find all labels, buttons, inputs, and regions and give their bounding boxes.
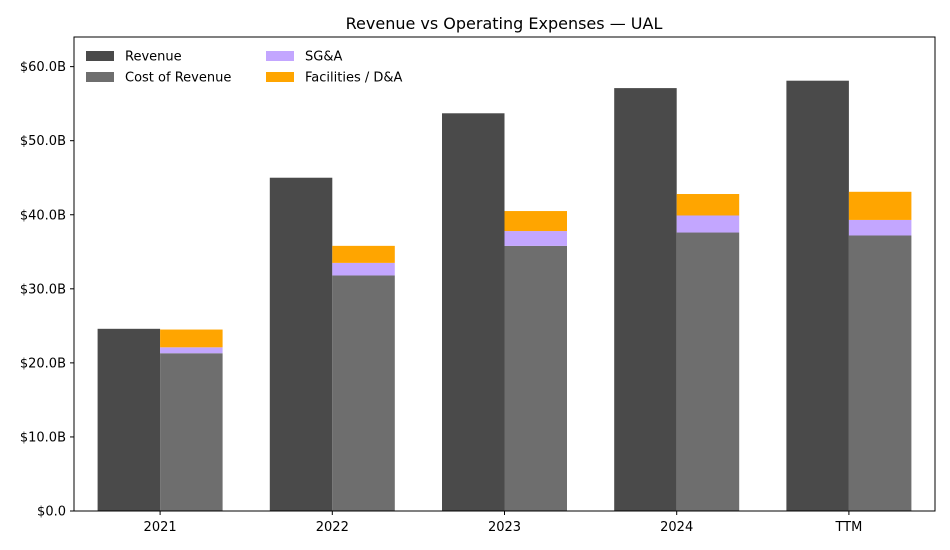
revenue-bar-2023 xyxy=(442,113,505,512)
expense-bar-sga-2021 xyxy=(160,347,223,354)
expense-bar-sga-2023 xyxy=(504,231,567,246)
expense-bar-cost-ttm xyxy=(848,235,912,512)
expense-bar-facilities-2024 xyxy=(676,194,740,216)
legend-swatch xyxy=(266,72,294,82)
legend-label: Revenue xyxy=(125,50,182,65)
revenue-bar-2021 xyxy=(97,328,161,511)
legend-swatch xyxy=(86,72,114,82)
x-tick-label: 2024 xyxy=(660,520,693,535)
axes-layer: $0.0 $10.0B $20.0B $30.0B $40.0B $50.0B $60.0B… xyxy=(20,36,936,535)
y-tick-label: $20.0B xyxy=(20,356,66,371)
x-tick-label: TTM xyxy=(834,520,862,535)
bars-layer xyxy=(97,80,912,512)
y-tick-label: $0.0 xyxy=(37,505,66,520)
expense-bar-sga-2024 xyxy=(676,215,740,233)
y-tick-label: $40.0B xyxy=(20,208,66,223)
expense-bar-facilities-2021 xyxy=(160,329,223,348)
revenue-bar-2022 xyxy=(269,177,333,511)
y-tick-label: $50.0B xyxy=(20,134,66,149)
expense-bar-facilities-2022 xyxy=(332,245,395,263)
expense-bar-sga-ttm xyxy=(848,219,912,236)
x-tick-label: 2023 xyxy=(488,520,521,535)
revenue-bar-2024 xyxy=(614,88,677,512)
expense-bar-cost-2022 xyxy=(332,275,395,511)
y-tick-label: $60.0B xyxy=(20,60,66,75)
legend: Revenue Cost of Revenue SG&A Facilities / D… xyxy=(86,50,403,86)
chart-title: Revenue vs Operating Expenses — UAL xyxy=(346,14,663,33)
expense-bar-sga-2022 xyxy=(332,262,395,276)
expense-bar-cost-2021 xyxy=(160,353,223,511)
legend-label: Facilities / D&A xyxy=(305,71,403,86)
x-tick-label: 2021 xyxy=(144,520,177,535)
legend-label: Cost of Revenue xyxy=(125,71,231,86)
legend-swatch xyxy=(266,51,294,61)
x-tick-label: 2022 xyxy=(316,520,349,535)
expense-bar-facilities-2023 xyxy=(504,211,567,232)
expense-bar-facilities-ttm xyxy=(848,191,912,220)
y-tick-label: $30.0B xyxy=(20,282,66,297)
y-tick-label: $10.0B xyxy=(20,430,66,445)
expense-bar-cost-2023 xyxy=(504,245,567,511)
revenue-bar-ttm xyxy=(786,80,849,512)
expense-bar-cost-2024 xyxy=(676,232,740,511)
legend-label: SG&A xyxy=(305,50,342,65)
legend-swatch xyxy=(86,51,114,61)
